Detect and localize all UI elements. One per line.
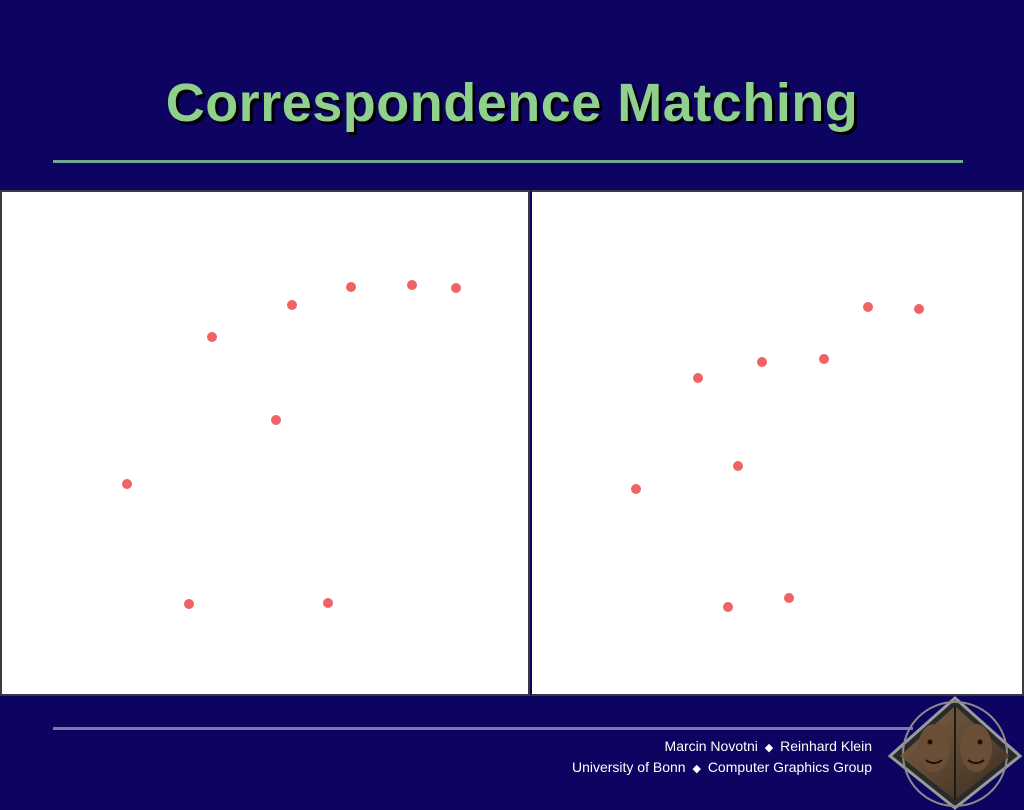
point (451, 283, 461, 293)
point-set-left-panel (0, 190, 530, 696)
point (631, 484, 641, 494)
point (733, 461, 743, 471)
footer-credits: Marcin Novotni ◆ Reinhard Klein Universi… (572, 737, 872, 779)
author-name: Marcin Novotni (664, 738, 758, 754)
point (122, 479, 132, 489)
point-set-left (122, 280, 461, 609)
faces-diamond-logo-icon (887, 696, 1023, 810)
point (693, 373, 703, 383)
footer-divider (53, 727, 913, 730)
point (757, 357, 767, 367)
point (184, 599, 194, 609)
point (863, 302, 873, 312)
point (914, 304, 924, 314)
diamond-separator-icon: ◆ (692, 763, 701, 775)
slide-title: Correspondence Matching (165, 73, 859, 133)
point (407, 280, 417, 290)
footer-affiliation: University of Bonn ◆ Computer Graphics G… (572, 758, 872, 779)
point-set-right-panel (530, 190, 1024, 696)
author-name: Reinhard Klein (780, 738, 872, 754)
point (819, 354, 829, 364)
point (207, 332, 217, 342)
footer-authors: Marcin Novotni ◆ Reinhard Klein (572, 737, 872, 758)
group-name: Computer Graphics Group (707, 759, 872, 775)
point (723, 602, 733, 612)
point (271, 415, 281, 425)
point (323, 598, 333, 608)
affiliation-name: University of Bonn (571, 759, 686, 775)
title-divider (53, 160, 963, 163)
point (287, 300, 297, 310)
point (784, 593, 794, 603)
point (346, 282, 356, 292)
point-set-right (631, 302, 924, 612)
diamond-separator-icon: ◆ (764, 742, 774, 754)
